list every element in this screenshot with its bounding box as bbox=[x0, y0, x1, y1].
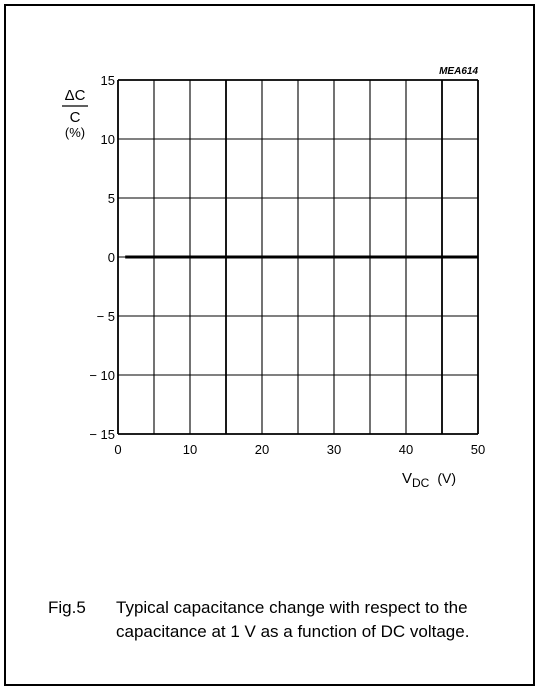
y-axis-label-numerator: ΔC bbox=[65, 87, 86, 104]
y-tick-label: − 15 bbox=[89, 427, 115, 442]
caption-text: Typical capacitance change with respect … bbox=[116, 598, 470, 641]
x-tick-label: 30 bbox=[327, 442, 341, 457]
x-tick-label: 50 bbox=[471, 442, 485, 457]
figure-frame bbox=[4, 4, 535, 686]
x-tick-label: 20 bbox=[255, 442, 269, 457]
x-tick-label: 0 bbox=[114, 442, 121, 457]
y-tick-label: 0 bbox=[108, 250, 115, 265]
y-tick-label: 5 bbox=[108, 191, 115, 206]
figure-code: MEA614 bbox=[439, 66, 478, 77]
x-tick-label: 10 bbox=[183, 442, 197, 457]
x-axis-label: VDC (V) bbox=[402, 470, 456, 490]
y-axis-unit: (%) bbox=[65, 125, 85, 140]
x-tick-label: 40 bbox=[399, 442, 413, 457]
y-axis-label-denominator: C bbox=[70, 109, 81, 126]
y-tick-label: − 5 bbox=[97, 309, 115, 324]
y-tick-label: 15 bbox=[101, 73, 115, 88]
grid bbox=[117, 79, 479, 435]
y-tick-label: − 10 bbox=[89, 368, 115, 383]
caption-number: Fig.5 bbox=[48, 598, 86, 617]
y-tick-label: 10 bbox=[101, 132, 115, 147]
